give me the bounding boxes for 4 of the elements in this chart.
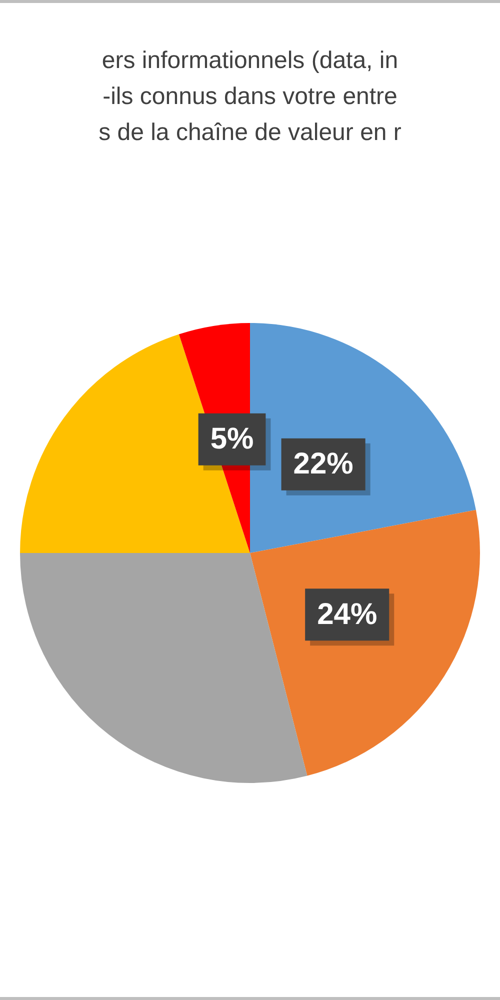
chart-title: ers informationnels (data, in -ils connus dans votre entre s de la chaîne de valeur en r <box>98 46 402 148</box>
data-label: 24% <box>317 598 378 631</box>
data-label: 5% <box>210 422 254 456</box>
data-label: 22% <box>293 448 354 481</box>
